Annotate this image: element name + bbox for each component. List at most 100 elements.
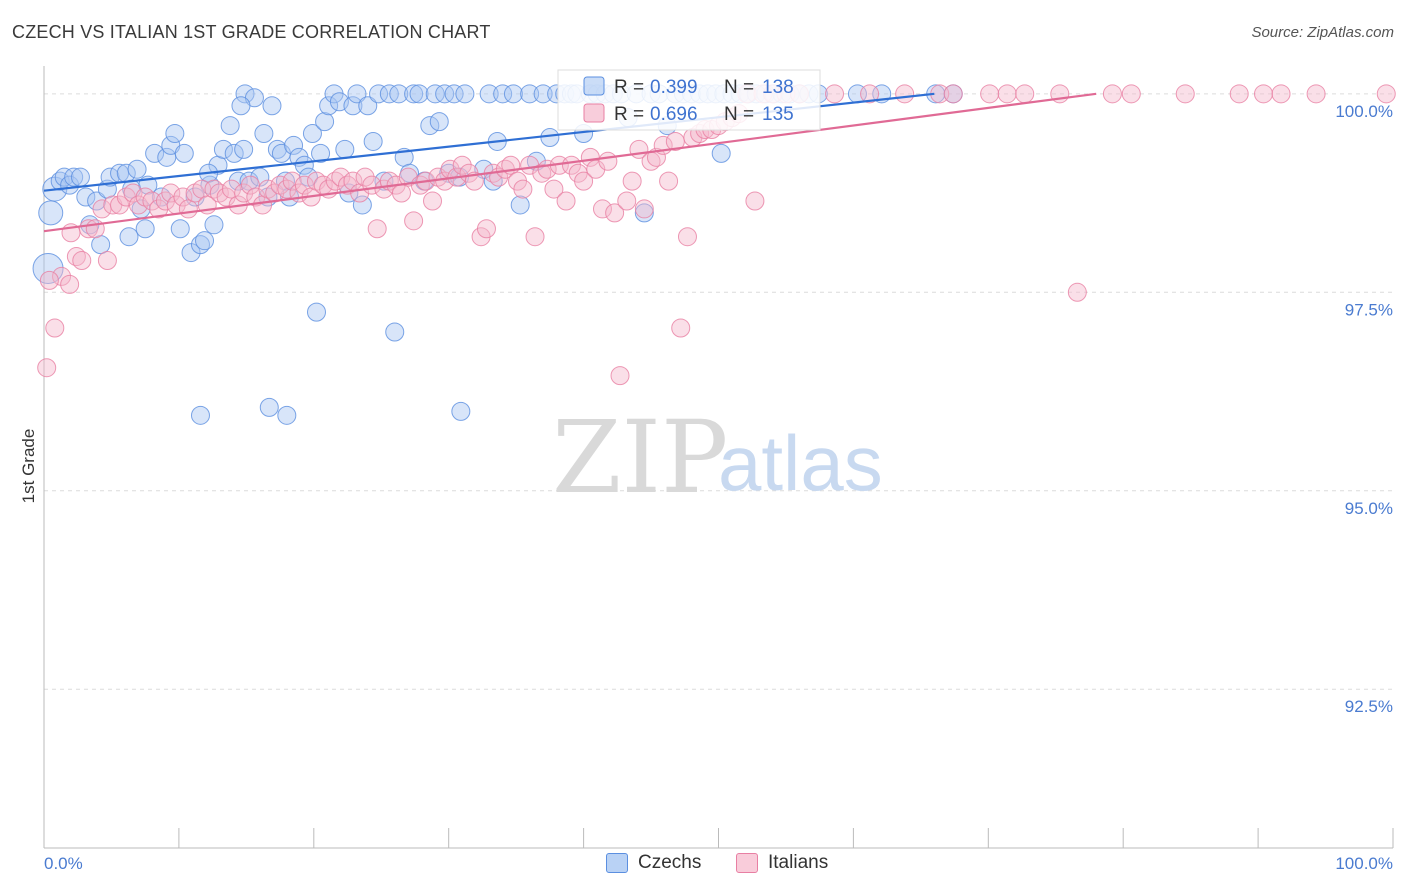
- italians-point-16[interactable]: [142, 191, 162, 211]
- czechs-point-58[interactable]: [311, 143, 331, 163]
- italians-point-91[interactable]: [598, 151, 618, 171]
- czechs-point-34[interactable]: [204, 215, 224, 235]
- czechs-point-73[interactable]: [385, 322, 405, 342]
- czechs-point-80[interactable]: [420, 116, 440, 136]
- italians-point-82[interactable]: [544, 179, 564, 199]
- czechs-point-63[interactable]: [335, 139, 355, 159]
- czechs-point-140[interactable]: [190, 405, 210, 425]
- italians-point-124[interactable]: [980, 84, 1000, 104]
- italians-point-128[interactable]: [1067, 282, 1087, 302]
- czechs-point-0[interactable]: [32, 252, 64, 284]
- italians-point-114[interactable]: [745, 191, 765, 211]
- italians-point-136[interactable]: [1376, 84, 1396, 104]
- italians-point-79[interactable]: [525, 227, 545, 247]
- italians-point-134[interactable]: [1271, 84, 1291, 104]
- italians-point-104[interactable]: [677, 227, 697, 247]
- italians-point-131[interactable]: [1175, 84, 1195, 104]
- czechs-point-8[interactable]: [76, 187, 96, 207]
- italians-point-51[interactable]: [355, 167, 375, 187]
- czechs-point-87[interactable]: [455, 84, 475, 104]
- czechs-point-47[interactable]: [262, 96, 282, 116]
- czechs-point-98[interactable]: [540, 127, 560, 147]
- czechs-point-20[interactable]: [135, 219, 155, 239]
- czechs-point-59[interactable]: [315, 112, 335, 132]
- italians-point-39[interactable]: [282, 171, 302, 191]
- czechs-point-94[interactable]: [510, 195, 530, 215]
- czechs-point-85[interactable]: [444, 84, 464, 104]
- czechs-point-32[interactable]: [195, 231, 215, 251]
- italians-point-132[interactable]: [1229, 84, 1249, 104]
- italians-point-94[interactable]: [617, 191, 637, 211]
- italians-point-57[interactable]: [391, 183, 411, 203]
- czechs-point-68[interactable]: [358, 96, 378, 116]
- italians-point-21[interactable]: [173, 187, 193, 207]
- czechs-point-6[interactable]: [64, 167, 84, 187]
- czechs-point-26[interactable]: [165, 124, 185, 144]
- italians-point-62[interactable]: [423, 191, 443, 211]
- italians-point-123[interactable]: [943, 84, 963, 104]
- czechs-point-142[interactable]: [277, 405, 297, 425]
- italians-point-97[interactable]: [634, 199, 654, 219]
- czechs-point-18[interactable]: [127, 159, 147, 179]
- czechs-point-1[interactable]: [38, 200, 64, 226]
- italians-point-1[interactable]: [45, 318, 65, 338]
- czechs-point-121[interactable]: [711, 143, 731, 163]
- czechs-point-67[interactable]: [352, 195, 372, 215]
- italians-point-95[interactable]: [622, 171, 642, 191]
- italians-point-11[interactable]: [110, 195, 130, 215]
- czechs-point-89[interactable]: [479, 84, 499, 104]
- italians-point-71[interactable]: [476, 219, 496, 239]
- italians-point-129[interactable]: [1102, 84, 1122, 104]
- italians-point-119[interactable]: [825, 84, 845, 104]
- czechs-point-141[interactable]: [259, 397, 279, 417]
- czechs-point-56[interactable]: [302, 124, 322, 144]
- italians-point-31[interactable]: [234, 183, 254, 203]
- italians-point-103[interactable]: [671, 318, 691, 338]
- czechs-point-41[interactable]: [235, 84, 255, 104]
- italians-point-29[interactable]: [222, 179, 242, 199]
- italians-point-5[interactable]: [72, 251, 92, 271]
- czechs-point-82[interactable]: [429, 112, 449, 132]
- italians-point-120[interactable]: [860, 84, 880, 104]
- italians-point-87[interactable]: [574, 171, 594, 191]
- czechs-point-92[interactable]: [493, 84, 513, 104]
- czechs-point-37[interactable]: [220, 116, 240, 136]
- czechs-point-93[interactable]: [503, 84, 523, 104]
- czechs-point-95[interactable]: [520, 84, 540, 104]
- italians-point-137[interactable]: [39, 270, 59, 290]
- legend-item-italians[interactable]: Italians: [736, 852, 828, 874]
- czechs-point-69[interactable]: [363, 131, 383, 151]
- italians-point-0[interactable]: [37, 358, 57, 378]
- czechs-point-52[interactable]: [284, 135, 304, 155]
- czechs-point-38[interactable]: [224, 143, 244, 163]
- czechs-point-36[interactable]: [213, 139, 233, 159]
- italians-point-7[interactable]: [85, 219, 105, 239]
- czechs-point-16[interactable]: [119, 227, 139, 247]
- italians-point-130[interactable]: [1121, 84, 1141, 104]
- italians-point-125[interactable]: [997, 84, 1017, 104]
- czechs-point-40[interactable]: [234, 139, 254, 159]
- italians-point-13[interactable]: [123, 183, 143, 203]
- czechs-point-138[interactable]: [231, 96, 251, 116]
- italians-point-121[interactable]: [895, 84, 915, 104]
- italians-point-41[interactable]: [294, 175, 314, 195]
- czechs-point-74[interactable]: [389, 84, 409, 104]
- czechs-point-66[interactable]: [347, 84, 367, 104]
- czechs-point-13[interactable]: [100, 167, 120, 187]
- czechs-point-45[interactable]: [254, 124, 274, 144]
- czechs-point-111[interactable]: [634, 203, 654, 223]
- italians-point-53[interactable]: [367, 219, 387, 239]
- italians-point-90[interactable]: [592, 199, 612, 219]
- czechs-point-39[interactable]: [228, 171, 248, 191]
- legend-item-czechs[interactable]: Czechs: [606, 852, 701, 874]
- italians-point-59[interactable]: [404, 211, 424, 231]
- italians-point-93[interactable]: [610, 366, 630, 386]
- italians-point-126[interactable]: [1015, 84, 1035, 104]
- czechs-point-7[interactable]: [70, 167, 90, 187]
- czechs-point-57[interactable]: [306, 302, 326, 322]
- czechs-point-27[interactable]: [170, 219, 190, 239]
- czechs-point-22[interactable]: [145, 143, 165, 163]
- italians-point-77[interactable]: [513, 179, 533, 199]
- czechs-point-65[interactable]: [343, 96, 363, 116]
- italians-point-135[interactable]: [1306, 84, 1326, 104]
